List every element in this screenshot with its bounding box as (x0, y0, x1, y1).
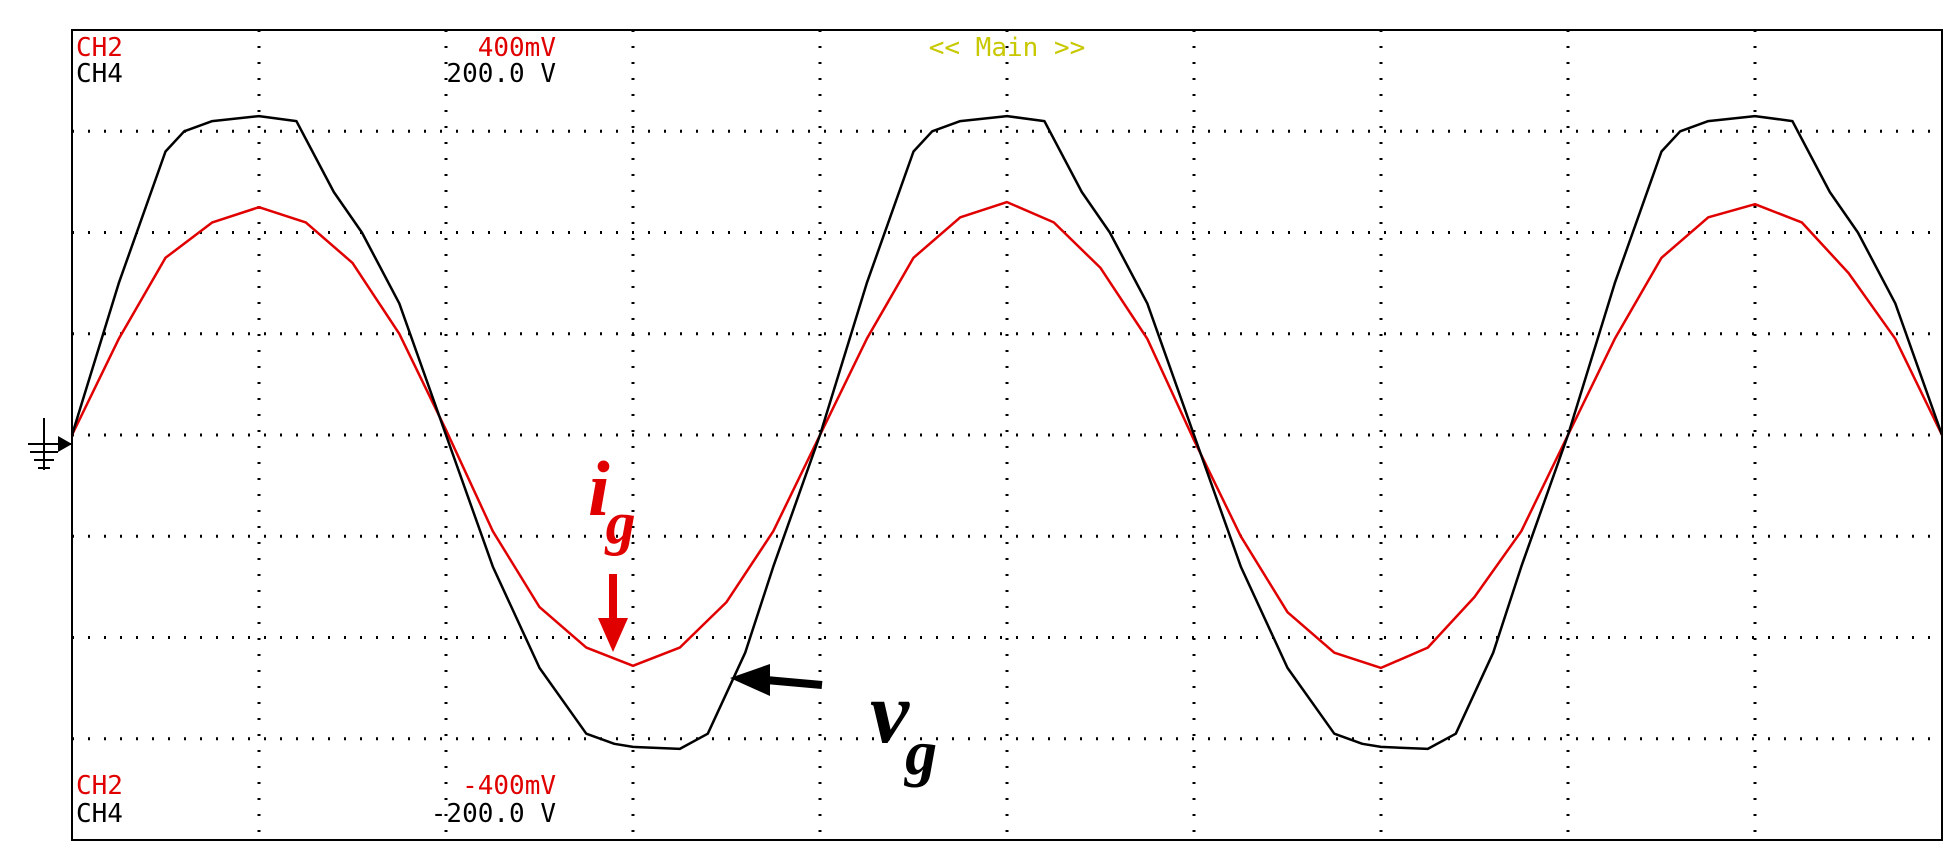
traces (70, 114, 1944, 751)
vg-main: v (870, 665, 910, 762)
ch4-top-label: CH4 (76, 59, 123, 89)
ch4-top-scale: 200.0 V (446, 59, 556, 89)
ig-main: i (588, 445, 610, 532)
vg-annotation: vg (730, 664, 937, 788)
ch2-bottom-label: CH2 (76, 771, 123, 801)
ch4-bottom-scale: -200.0 V (431, 799, 556, 829)
ch2-bottom-scale: -400mV (462, 771, 556, 801)
trace-ch4 (70, 114, 1944, 751)
ig-arrow-icon (598, 574, 628, 652)
mode-label: << Main >> (929, 33, 1086, 63)
ig-label: ig (588, 445, 636, 556)
ig-subscript: g (604, 490, 636, 556)
ch2-top-label: CH2 (76, 33, 123, 63)
trace-ch2 (70, 200, 1944, 670)
ig-annotation: ig (588, 445, 636, 652)
vg-subscript: g (903, 717, 937, 788)
ch4-bottom-label: CH4 (76, 799, 123, 829)
ground-marker-icon (28, 418, 72, 470)
ch2-top-scale: 400mV (478, 33, 556, 63)
vg-label: vg (870, 665, 937, 788)
vg-arrow-icon (730, 664, 823, 696)
